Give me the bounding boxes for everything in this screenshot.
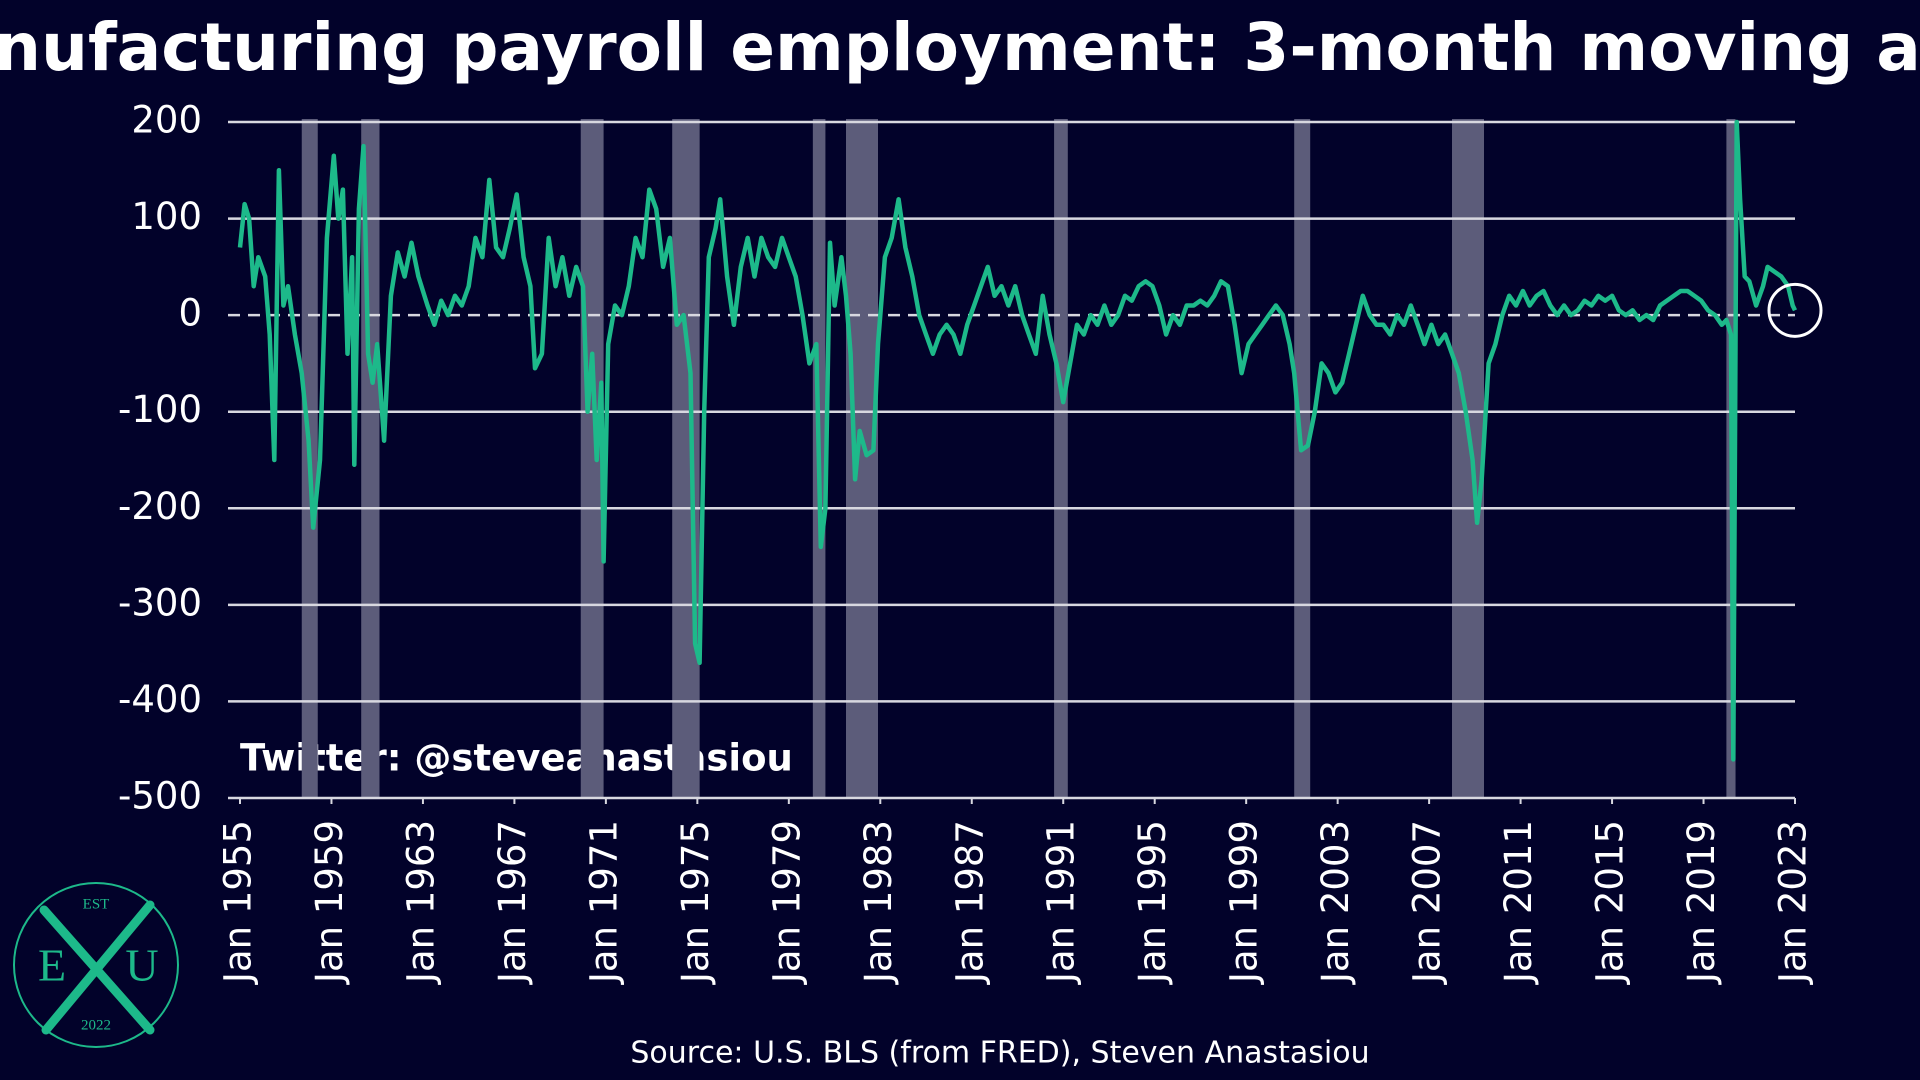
- x-tick-label: Jan 1991: [1040, 820, 1083, 985]
- logo: EST E U 2022: [13, 882, 179, 1048]
- annotation: Twitter: @steveanastasiou: [240, 737, 793, 780]
- x-tick-label: Jan 2015: [1589, 820, 1632, 985]
- recession-band: [672, 119, 700, 798]
- x-tick-label: Jan 1987: [948, 820, 991, 985]
- y-tick-label: -400: [118, 678, 202, 721]
- recession-band: [1054, 119, 1068, 798]
- x-tick-label: Jan 1955: [217, 820, 260, 985]
- x-tick-label: Jan 2003: [1314, 820, 1357, 985]
- recession-band: [845, 119, 879, 798]
- y-tick-label: -100: [118, 388, 202, 431]
- y-tick-label: 100: [131, 195, 202, 238]
- x-tick-label: Jan 1963: [399, 820, 442, 985]
- y-tick-label: 200: [131, 99, 202, 142]
- recession-band: [580, 119, 604, 798]
- x-tick-label: Jan 2007: [1406, 820, 1449, 985]
- data-line: [237, 119, 1798, 762]
- logo-ring: [13, 882, 179, 1048]
- x-tick-label: Jan 1967: [491, 820, 534, 985]
- highlight-circle: [1767, 282, 1823, 338]
- logo-text: EST: [83, 896, 110, 912]
- logo-text: U: [125, 940, 158, 991]
- x-tick-label: Jan 2023: [1772, 820, 1815, 985]
- recession-band: [1451, 119, 1484, 798]
- logo-text: 2022: [81, 1017, 111, 1033]
- logo-x: [39, 900, 155, 1035]
- source: Source: U.S. BLS (from FRED), Steven Ana…: [630, 1036, 1369, 1071]
- x-tick-label: Jan 1959: [308, 820, 351, 985]
- logo-text: E: [38, 940, 66, 991]
- x-tick-label: Jan 1983: [857, 820, 900, 985]
- x-tick-label: Jan 2011: [1497, 820, 1540, 985]
- y-tick-label: -200: [118, 485, 202, 528]
- x-tick-label: Jan 1979: [765, 820, 808, 985]
- x-tick-label: Jan 2019: [1680, 820, 1723, 985]
- recession-band: [1294, 119, 1311, 798]
- y-tick-label: -300: [118, 581, 202, 624]
- y-tick-label: -500: [118, 775, 202, 818]
- x-tick-label: Jan 1999: [1223, 820, 1266, 985]
- x-tick-label: Jan 1975: [674, 820, 717, 985]
- chart-title: Manufacturing payroll employment: 3-mont…: [0, 9, 1920, 86]
- y-tick-label: 0: [178, 292, 202, 335]
- x-tick-label: Jan 1971: [582, 820, 625, 985]
- x-tick-label: Jan 1995: [1131, 820, 1174, 985]
